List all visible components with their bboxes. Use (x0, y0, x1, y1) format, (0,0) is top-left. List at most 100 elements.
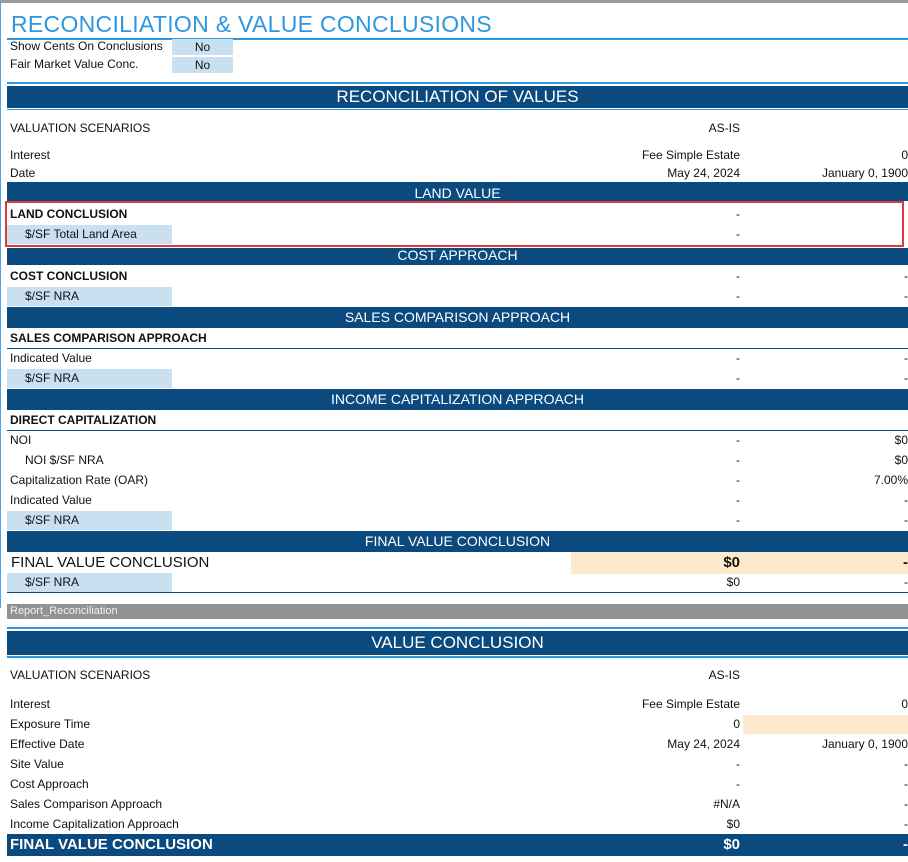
land-conclusion-value: - (736, 207, 740, 221)
final-value-row[interactable]: FINAL VALUE CONCLUSION $0 - (7, 552, 908, 574)
sales-heading: SALES COMPARISON APPROACH (10, 331, 207, 345)
vc-row-value: May 24, 2024 (667, 737, 740, 751)
cap-rate-value: - (736, 473, 740, 487)
date-value: May 24, 2024 (667, 166, 740, 180)
fmv-conc-select[interactable]: No (172, 57, 233, 73)
cost-sf-label: $/SF NRA (25, 289, 80, 303)
land-sf-label: $/SF Total Land Area (25, 227, 137, 241)
land-sf-value: - (736, 227, 740, 241)
vc-row-value-alt: - (904, 817, 908, 831)
vc-row-label: Cost Approach (10, 777, 89, 791)
land-value-band: LAND VALUE (7, 182, 908, 201)
vc-row-value: 0 (733, 717, 740, 731)
final-sf-value: $0 (726, 575, 740, 589)
section-rule (7, 82, 908, 84)
final-value-fill (571, 552, 908, 574)
title-underline (7, 38, 908, 40)
vc-final-row[interactable]: FINAL VALUE CONCLUSION $0 - (7, 834, 908, 856)
land-sf-row[interactable]: $/SF Total Land Area - (7, 224, 908, 244)
vc-row-value: - (736, 777, 740, 791)
income-sf-fill (7, 511, 172, 530)
interest-value: Fee Simple Estate (641, 148, 740, 162)
sales-indicated-label: Indicated Value (10, 351, 92, 365)
cost-sf-value: - (736, 289, 740, 303)
final-value-amount-alt: - (903, 554, 908, 571)
vc-effective-date-row[interactable]: Effective Date May 24, 2024 January 0, 1… (7, 734, 908, 754)
sales-indicated-row[interactable]: Indicated Value - - (7, 348, 908, 368)
income-approach-band: INCOME CAPITALIZATION APPROACH (7, 389, 908, 410)
income-sf-row[interactable]: $/SF NRA - - (7, 510, 908, 530)
noi-sf-value-alt: $0 (894, 453, 908, 467)
income-indicated-value: - (736, 493, 740, 507)
show-cents-label: Show Cents On Conclusions (10, 39, 163, 53)
final-sf-fill (7, 573, 172, 592)
cost-conclusion-label: COST CONCLUSION (10, 269, 128, 283)
vc-site-value-row[interactable]: Site Value - - (7, 754, 908, 774)
date-label: Date (10, 166, 36, 180)
vc-exposure-row[interactable]: Exposure Time 0 (7, 714, 908, 734)
noi-row[interactable]: NOI - $0 (7, 430, 908, 450)
cap-rate-label: Capitalization Rate (OAR) (10, 473, 149, 487)
final-value-amount: $0 (723, 554, 740, 571)
vc-scenario-row: VALUATION SCENARIOS AS-IS (7, 665, 908, 685)
scenarios-label: VALUATION SCENARIOS (10, 121, 151, 135)
land-conclusion-row[interactable]: LAND CONCLUSION - (7, 204, 908, 224)
vc-income-row[interactable]: Income Capitalization Approach $0 - (7, 814, 908, 834)
sheet-name-bar: Report_Reconciliation (7, 604, 908, 619)
vc-final-value: $0 (723, 836, 740, 853)
vc-row-label: Effective Date (10, 737, 85, 751)
cost-approach-band: COST APPROACH (7, 248, 908, 265)
sales-indicated-value: - (736, 351, 740, 365)
vc-row-label: Exposure Time (10, 717, 91, 731)
sales-sf-row[interactable]: $/SF NRA - - (7, 368, 908, 388)
value-conclusion-band: VALUE CONCLUSION (7, 631, 908, 655)
date-row[interactable]: Date May 24, 2024 January 0, 1900 (7, 163, 908, 183)
noi-value-alt: $0 (894, 433, 908, 447)
vc-row-value: Fee Simple Estate (641, 697, 740, 711)
cost-conclusion-value: - (736, 269, 740, 283)
sales-heading-row: SALES COMPARISON APPROACH (7, 328, 908, 349)
band-underline (7, 109, 908, 110)
cost-sf-row[interactable]: $/SF NRA - - (7, 286, 908, 306)
date-value-alt: January 0, 1900 (821, 166, 908, 180)
income-sf-value: - (736, 513, 740, 527)
noi-sf-label: NOI $/SF NRA (25, 453, 104, 467)
vc-cost-row[interactable]: Cost Approach - - (7, 774, 908, 794)
vc-row-value-alt: - (904, 797, 908, 811)
cap-rate-value-alt: 7.00% (873, 473, 908, 487)
cost-conclusion-row[interactable]: COST CONCLUSION - - (7, 266, 908, 286)
vc-row-value: $0 (726, 817, 740, 831)
sales-sf-fill (7, 369, 172, 388)
final-sf-row[interactable]: $/SF NRA $0 - (7, 572, 908, 593)
vc-row-value-alt: January 0, 1900 (821, 737, 908, 751)
vc-row-value-alt: - (904, 757, 908, 771)
land-sf-fill (7, 225, 172, 244)
noi-value: - (736, 433, 740, 447)
cap-rate-row[interactable]: Capitalization Rate (OAR) - 7.00% (7, 470, 908, 490)
income-indicated-value-alt: - (904, 493, 908, 507)
noi-sf-row[interactable]: NOI $/SF NRA - $0 (7, 450, 908, 470)
cost-conclusion-value-alt: - (904, 269, 908, 283)
exposure-input-fill[interactable] (743, 715, 908, 734)
interest-row[interactable]: Interest Fee Simple Estate 0 (7, 145, 908, 165)
vc-scenarios-label: VALUATION SCENARIOS (10, 668, 151, 682)
cost-sf-fill (7, 287, 172, 306)
sales-comparison-band: SALES COMPARISON APPROACH (7, 307, 908, 328)
income-indicated-label: Indicated Value (10, 493, 92, 507)
scenario-row: VALUATION SCENARIOS AS-IS (7, 118, 908, 138)
direct-cap-heading: DIRECT CAPITALIZATION (10, 413, 157, 427)
cost-sf-value-alt: - (904, 289, 908, 303)
vc-row-label: Site Value (10, 757, 64, 771)
interest-value-alt: 0 (901, 148, 908, 162)
final-sf-value-alt: - (904, 575, 908, 589)
direct-cap-heading-row: DIRECT CAPITALIZATION (7, 410, 908, 431)
income-sf-label: $/SF NRA (25, 513, 80, 527)
final-value-label: FINAL VALUE CONCLUSION (11, 554, 210, 571)
fmv-conc-label: Fair Market Value Conc. (10, 57, 139, 71)
show-cents-select[interactable]: No (172, 39, 233, 55)
vc-sales-row[interactable]: Sales Comparison Approach #N/A - (7, 794, 908, 814)
noi-label: NOI (10, 433, 32, 447)
interest-label: Interest (10, 148, 51, 162)
income-indicated-row[interactable]: Indicated Value - - (7, 490, 908, 510)
vc-interest-row[interactable]: Interest Fee Simple Estate 0 (7, 694, 908, 714)
